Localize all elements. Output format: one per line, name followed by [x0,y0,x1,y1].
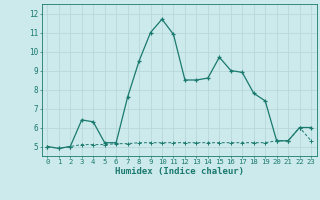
X-axis label: Humidex (Indice chaleur): Humidex (Indice chaleur) [115,167,244,176]
